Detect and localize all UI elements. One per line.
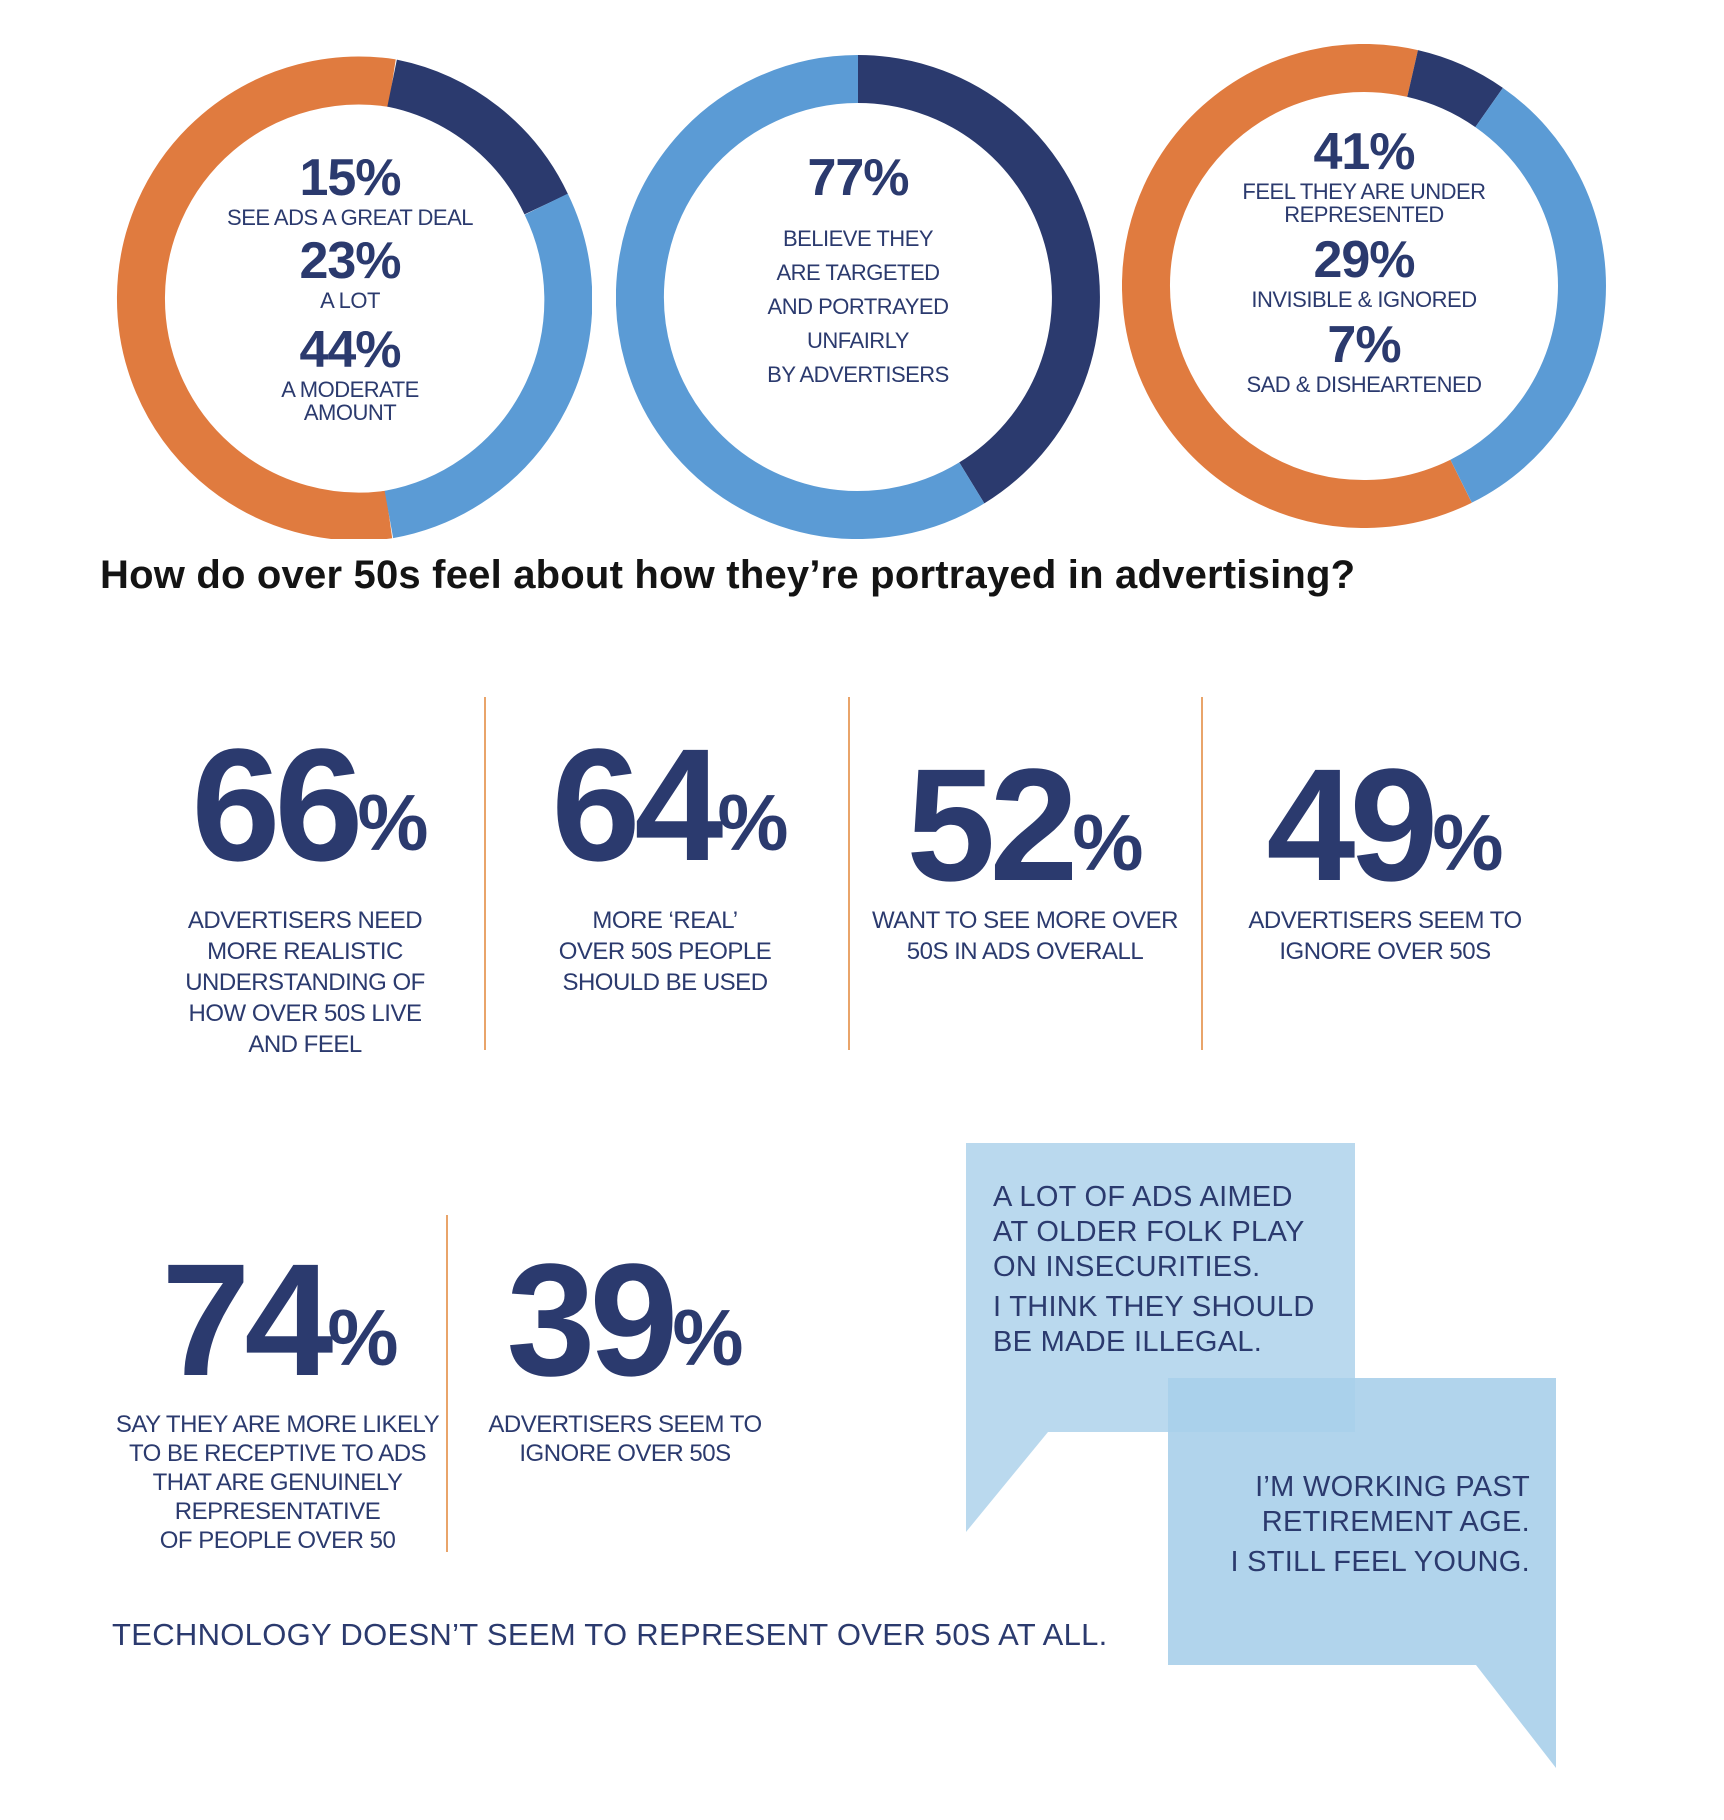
stat-number: 64 — [551, 715, 723, 894]
stat-49-number: 49% — [1215, 745, 1555, 905]
donut-3-label-3: SAD & DISHEARTENED — [1246, 372, 1482, 397]
stat-label-line: SAY THEY ARE MORE LIKELY — [115, 1411, 440, 1438]
donut-3-segment-lightblue — [1450, 87, 1606, 503]
stat-label-line: WANT TO SEE MORE OVER — [872, 907, 1179, 934]
stat-label-line: ADVERTISERS SEEM TO — [488, 1411, 762, 1438]
donut-1-pct-3: 44% — [299, 321, 401, 379]
donut-1-pct-2: 23% — [299, 232, 401, 290]
percent-sign: % — [1072, 798, 1144, 887]
donut-1-segment-lightblue — [384, 193, 592, 539]
donut-2-label-line: BY ADVERTISERS — [767, 362, 949, 387]
quote-line: BE MADE ILLEGAL. — [993, 1326, 1263, 1358]
donut-1-segment-navy — [386, 59, 568, 215]
donut-2-label-line: BELIEVE THEY — [782, 226, 934, 251]
stat-label-line: REPRESENTATIVE — [174, 1498, 381, 1525]
stat-label-line: OF PEOPLE OVER 50 — [159, 1527, 396, 1554]
stat-label-line: SHOULD BE USED — [562, 969, 768, 996]
stat-label-line: ADVERTISERS NEED — [187, 907, 423, 934]
donut-3-pct-1: 41% — [1313, 123, 1415, 181]
donut-3-label-1b: REPRESENTED — [1284, 202, 1444, 227]
donut-2-segment-navy — [857, 55, 1100, 504]
donut-chart-2: 77% BELIEVE THEY ARE TARGETED AND PORTRA… — [616, 55, 1100, 539]
donut-1-pct-1: 15% — [299, 149, 401, 207]
stat-label-line: TO BE RECEPTIVE TO ADS — [128, 1440, 427, 1467]
stat-number: 52 — [906, 735, 1078, 914]
stat-64-label: MORE ‘REAL’ OVER 50s PEOPLE SHOULD BE US… — [500, 905, 830, 998]
stat-label-line: MORE ‘REAL’ — [592, 907, 738, 934]
footer-quote: TECHNOLOGY DOESN’T SEEM TO REPRESENT OVE… — [112, 1617, 1108, 1652]
donut-chart-3: 41% FEEL THEY ARE UNDER REPRESENTED 29% … — [1122, 44, 1606, 528]
stat-number: 39 — [506, 1230, 678, 1409]
donut-3-label-2: INVISIBLE & IGNORED — [1251, 287, 1477, 312]
stat-label-line: IGNORE OVER 50s — [1279, 938, 1491, 965]
stat-label-line: UNDERSTANDING OF — [185, 969, 425, 996]
stat-52-label: WANT TO SEE MORE OVER 50s IN ADS OVERALL — [855, 905, 1195, 967]
quote-2: I’M WORKING PAST RETIREMENT AGE. I STILL… — [1180, 1470, 1530, 1580]
quote-1: A LOT OF ADS AIMED AT OLDER FOLK PLAY ON… — [993, 1180, 1343, 1360]
donut-1-label-2: A LOT — [320, 288, 380, 313]
donut-3-segment-navy — [1406, 50, 1503, 128]
stat-number: 49 — [1266, 735, 1438, 914]
stat-label-line: AND FEEL — [248, 1031, 362, 1058]
percent-sign: % — [672, 1293, 744, 1382]
stat-74-label: SAY THEY ARE MORE LIKELY TO BE RECEPTIVE… — [105, 1410, 450, 1555]
quote-line: AT OLDER FOLK PLAY — [993, 1216, 1305, 1248]
percent-sign: % — [357, 778, 429, 867]
quote-line: I THINK THEY SHOULD — [993, 1291, 1315, 1323]
quote-line: ON INSECURITIES. — [993, 1251, 1261, 1283]
donut-1-label-1: SEE ADS A GREAT DEAL — [227, 205, 473, 230]
donut-2-label-line: UNFAIRLY — [807, 328, 909, 353]
donut-3-segment-orange — [1122, 44, 1472, 528]
donut-1-ring — [117, 56, 592, 539]
donut-3-pct-3: 7% — [1327, 316, 1401, 374]
stat-label-line: 50s IN ADS OVERALL — [906, 938, 1144, 965]
stat-66-number: 66% — [140, 725, 480, 885]
divider — [1201, 697, 1203, 1050]
stat-39-number: 39% — [460, 1240, 790, 1400]
donut-3-pct-2: 29% — [1313, 231, 1415, 289]
divider — [484, 697, 486, 1050]
divider — [446, 1215, 448, 1552]
stat-label-line: MORE REALISTIC — [207, 938, 403, 965]
speech-bubble-2 — [1168, 1378, 1556, 1768]
quote-line: I’M WORKING PAST — [1255, 1471, 1530, 1503]
donut-chart-1: 15% SEE ADS A GREAT DEAL 23% A LOT 44% A… — [108, 55, 592, 539]
percent-sign: % — [327, 1293, 399, 1382]
stat-66-label: ADVERTISERS NEED MORE REALISTIC UNDERSTA… — [140, 905, 470, 1060]
stat-74-number: 74% — [115, 1240, 445, 1400]
donut-2-segment-lightblue — [616, 55, 985, 539]
section-heading: How do over 50s feel about how they’re p… — [100, 553, 1356, 597]
donut-1-label-3a: A MODERATE — [281, 377, 419, 402]
divider — [848, 697, 850, 1050]
stat-label-line: OVER 50s PEOPLE — [558, 938, 772, 965]
stat-49-label: ADVERTISERS SEEM TO IGNORE OVER 50s — [1215, 905, 1555, 967]
donut-3-ring — [1122, 44, 1606, 528]
donut-2-label-line: AND PORTRAYED — [767, 294, 949, 319]
donut-3-label-1a: FEEL THEY ARE UNDER — [1242, 179, 1486, 204]
stat-52-number: 52% — [855, 745, 1195, 905]
percent-sign: % — [1432, 798, 1504, 887]
stat-number: 66 — [191, 715, 363, 894]
quote-line: I STILL FEEL YOUNG. — [1230, 1546, 1530, 1578]
stat-number: 74 — [161, 1230, 333, 1409]
stat-label-line: ADVERTISERS SEEM TO — [1248, 907, 1522, 934]
donut-1-segment-orange — [117, 56, 396, 539]
quote-line: A LOT OF ADS AIMED — [993, 1181, 1293, 1213]
speech-bubble-1 — [966, 1143, 1355, 1532]
donut-1-label-3b: AMOUNT — [303, 400, 397, 425]
stat-label-line: THAT ARE GENUINELY — [152, 1469, 403, 1496]
stat-39-label: ADVERTISERS SEEM TO IGNORE OVER 50s — [460, 1410, 790, 1468]
donut-2-ring — [616, 55, 1100, 539]
percent-sign: % — [717, 778, 789, 867]
donut-2-label-line: ARE TARGETED — [776, 260, 940, 285]
stat-64-number: 64% — [500, 725, 840, 885]
stat-label-line: HOW OVER 50s LIVE — [188, 1000, 422, 1027]
quote-line: RETIREMENT AGE. — [1261, 1506, 1530, 1538]
stat-label-line: IGNORE OVER 50s — [519, 1440, 731, 1467]
donut-2-pct: 77% — [807, 149, 909, 207]
